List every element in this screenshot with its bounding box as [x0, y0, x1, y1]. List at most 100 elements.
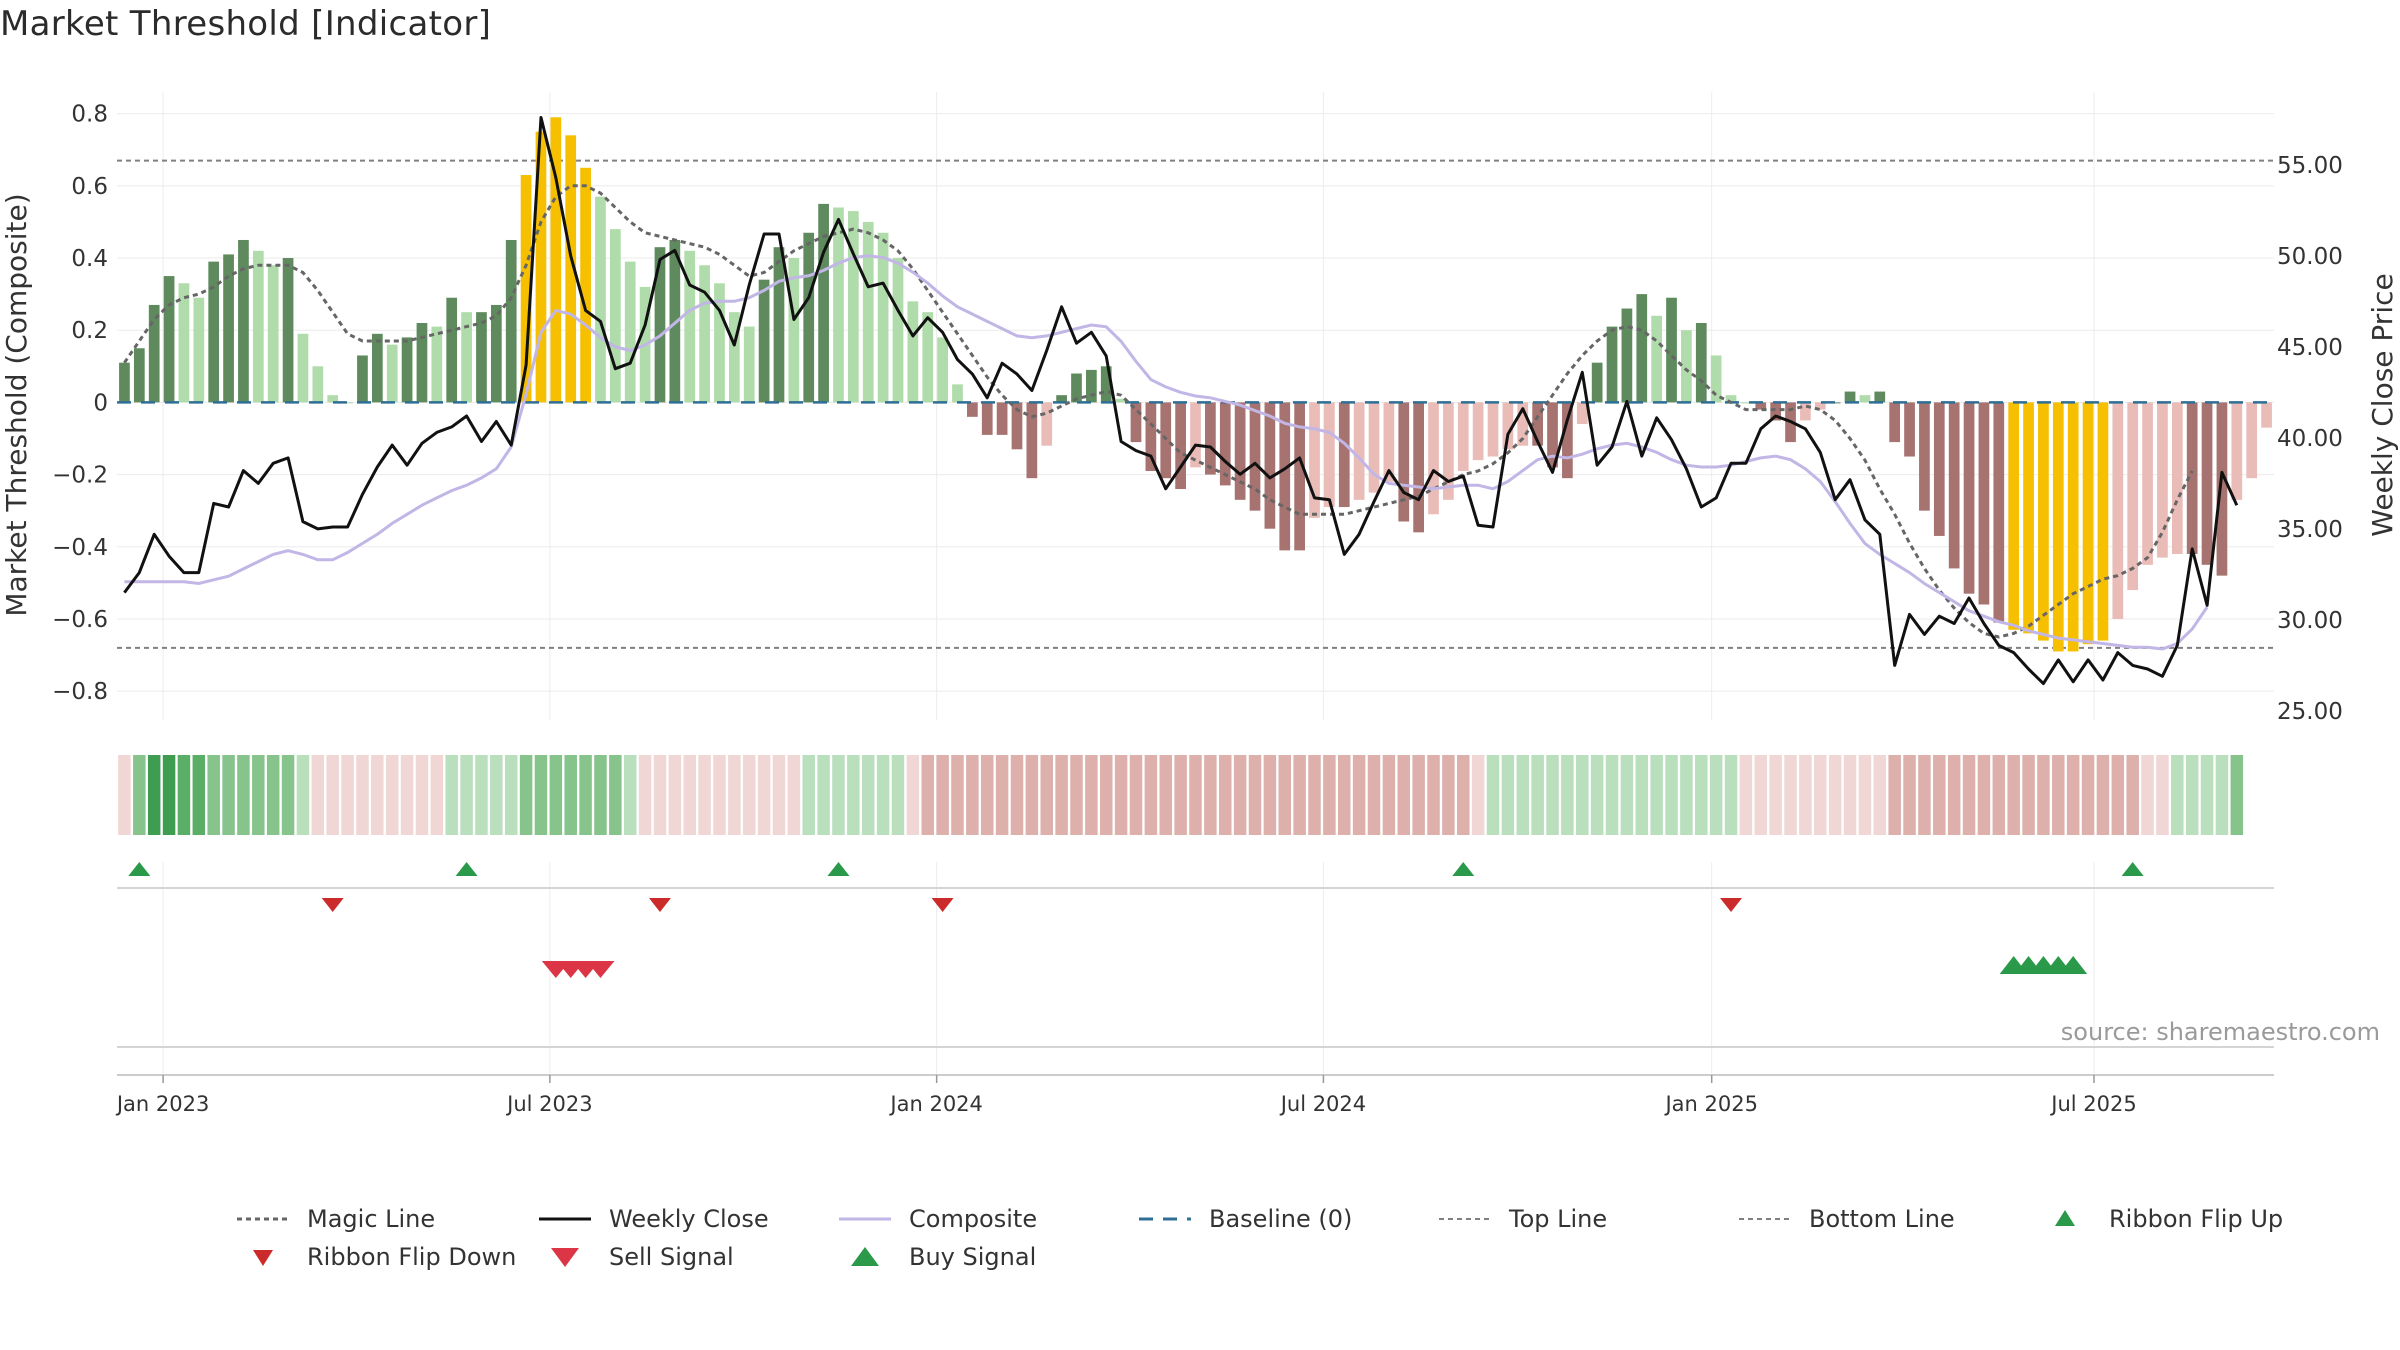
legend-label: Baseline (0)	[1209, 1205, 1353, 1233]
composite-bar	[1428, 402, 1439, 515]
composite-bar	[2008, 402, 2020, 630]
ribbon-cell	[1873, 755, 1887, 835]
composite-bar	[1532, 402, 1544, 446]
ribbon-cell	[1248, 755, 1262, 835]
ribbon-cell	[1457, 755, 1470, 835]
ribbon-cell	[1680, 755, 1693, 835]
ribbon-cell	[1828, 755, 1842, 835]
ribbon-cell	[2096, 755, 2110, 835]
composite-bar	[163, 276, 175, 403]
left-tick-label: 0	[93, 390, 108, 416]
composite-bar	[1294, 402, 1305, 551]
composite-bar	[1338, 402, 1350, 508]
left-tick-label: −0.8	[52, 679, 108, 705]
legend-label: Buy Signal	[909, 1243, 1037, 1271]
composite-bar	[252, 250, 264, 403]
composite-bar	[624, 261, 636, 403]
ribbon-cell	[1888, 755, 1901, 835]
ribbon-cell	[1129, 755, 1143, 835]
ribbon-cell	[1085, 755, 1098, 835]
composite-bar	[1963, 402, 1975, 594]
ribbon-cell	[1427, 755, 1440, 835]
right-tick-label: 55.00	[2277, 153, 2343, 179]
x-tick-label: Jul 2024	[1279, 1092, 1366, 1116]
ribbon-cell	[921, 755, 934, 835]
legend-label: Bottom Line	[1809, 1205, 1955, 1233]
ribbon-cell	[1799, 755, 1812, 835]
composite-bar	[1413, 402, 1424, 533]
composite-bar	[1948, 402, 1960, 569]
ribbon-cell	[1754, 755, 1768, 835]
composite-bar	[1800, 402, 1811, 421]
ribbon-cell	[1352, 755, 1366, 835]
ribbon-cell	[1010, 755, 1024, 835]
ribbon-cell	[1709, 755, 1723, 835]
x-tick-label: Jan 2025	[1663, 1092, 1758, 1116]
legend-label: Weekly Close	[609, 1205, 769, 1233]
composite-bar	[1591, 362, 1603, 403]
ribbon-cell	[1531, 755, 1544, 835]
x-tick-label: Jul 2023	[505, 1092, 592, 1116]
composite-bar	[1666, 297, 1677, 403]
ribbon-flip-up-marker	[455, 862, 478, 876]
composite-bar	[386, 344, 398, 403]
ribbon-flip-down-marker	[931, 898, 954, 912]
composite-bar	[2201, 402, 2213, 565]
composite-bar	[2067, 402, 2079, 652]
legend-item-sell-signal: Sell Signal	[537, 1243, 734, 1271]
ribbon-cell	[1174, 755, 1187, 835]
composite-bar	[1606, 326, 1618, 403]
composite-bar	[490, 304, 502, 403]
composite-bar	[1457, 402, 1469, 471]
ribbon-cell	[832, 755, 845, 835]
composite-bar	[1205, 402, 1216, 475]
composite-bar	[1681, 330, 1692, 403]
ribbon-cell	[2126, 755, 2139, 835]
ribbon-cell	[1367, 755, 1381, 835]
composite-bar	[669, 239, 681, 403]
ribbon-cell	[1501, 755, 1515, 835]
ribbon-cell	[787, 755, 801, 835]
ribbon-cell	[2156, 755, 2169, 835]
ribbon-cell	[2171, 755, 2184, 835]
ribbon-cell	[1233, 755, 1247, 835]
composite-bar	[758, 279, 770, 403]
ribbon-cell	[1040, 755, 1053, 835]
ribbon-flip-up-marker	[1452, 862, 1475, 876]
ribbon-cell	[1576, 755, 1589, 835]
composite-bar	[743, 326, 755, 403]
composite-bar	[401, 337, 413, 403]
ribbon-cell	[1144, 755, 1158, 835]
composite-bar	[446, 297, 458, 403]
x-axis: Jan 2023 Jul 2023 Jan 2024 Jul 2024 Jan 2025…	[115, 1074, 2274, 1116]
composite-bar	[119, 362, 130, 403]
ribbon-cell	[876, 755, 890, 835]
ribbon-cell	[490, 755, 503, 835]
ribbon-cell	[549, 755, 563, 835]
composite-bar	[1770, 402, 1782, 421]
ribbon-cell	[683, 755, 696, 835]
ribbon-cell	[445, 755, 458, 835]
composite-bar	[133, 348, 145, 403]
ribbon-flip-up-marker	[827, 862, 850, 876]
gridlines	[117, 92, 2274, 1075]
composite-bar	[505, 239, 517, 403]
composite-bar	[714, 283, 725, 403]
composite-bar	[416, 322, 428, 403]
composite-bar	[728, 312, 740, 403]
ribbon-cell	[1947, 755, 1961, 835]
ribbon-cell	[1070, 755, 1083, 835]
composite-bar	[892, 258, 904, 403]
ribbon-cell	[341, 755, 354, 835]
right-tick-label: 40.00	[2277, 426, 2343, 452]
composite-bar	[1874, 391, 1886, 403]
composite-line	[124, 254, 2209, 651]
composite-bar	[1368, 402, 1380, 493]
buy-signal-marker	[2059, 956, 2088, 974]
composite-bar	[1814, 402, 1826, 410]
composite-bar	[654, 247, 666, 403]
composite-bar	[1264, 402, 1276, 529]
composite-bar	[2171, 402, 2183, 554]
composite-bar	[1353, 402, 1365, 500]
